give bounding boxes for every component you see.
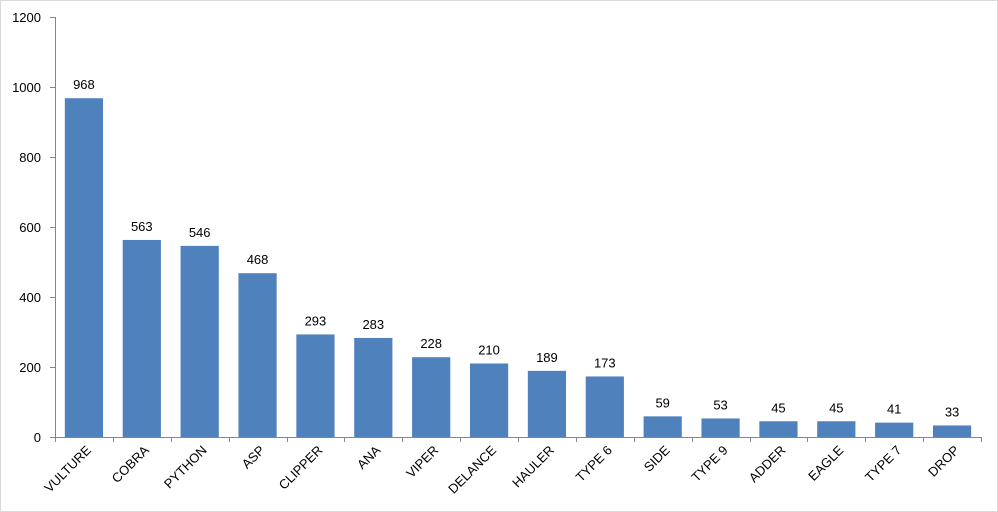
bar: [817, 421, 856, 437]
data-label: 968: [73, 77, 95, 92]
data-label: 189: [536, 350, 558, 365]
y-tick-label: 1200: [12, 10, 41, 25]
y-tick-label: 800: [19, 150, 41, 165]
data-label: 59: [655, 395, 669, 410]
data-label: 53: [713, 397, 727, 412]
data-label: 468: [247, 252, 269, 267]
bar: [585, 376, 624, 437]
y-tick-label: 200: [19, 360, 41, 375]
bar: [875, 422, 914, 437]
bar: [527, 370, 567, 437]
bar: [759, 421, 798, 437]
bar: [643, 416, 682, 437]
y-tick-label: 0: [34, 430, 41, 445]
bar: [701, 418, 740, 437]
bar: [932, 425, 972, 437]
bar: [238, 273, 277, 437]
data-label: 173: [594, 355, 616, 370]
data-label: 210: [478, 343, 500, 358]
data-label: 563: [131, 219, 153, 234]
data-label: 228: [420, 336, 442, 351]
bar: [180, 245, 219, 437]
bar: [469, 363, 509, 437]
bar: [64, 98, 104, 437]
y-tick-label: 600: [19, 220, 41, 235]
data-label: 45: [829, 400, 843, 415]
data-label: 33: [945, 404, 959, 419]
data-label: 546: [189, 225, 211, 240]
bar: [354, 337, 393, 437]
data-label: 283: [362, 317, 384, 332]
y-tick-label: 400: [19, 290, 41, 305]
y-tick-label: 1000: [12, 80, 41, 95]
bar: [296, 334, 335, 437]
bar: [412, 357, 451, 437]
data-label: 45: [771, 400, 785, 415]
data-label: 41: [887, 402, 901, 417]
data-label: 293: [305, 313, 327, 328]
bar: [122, 239, 161, 437]
